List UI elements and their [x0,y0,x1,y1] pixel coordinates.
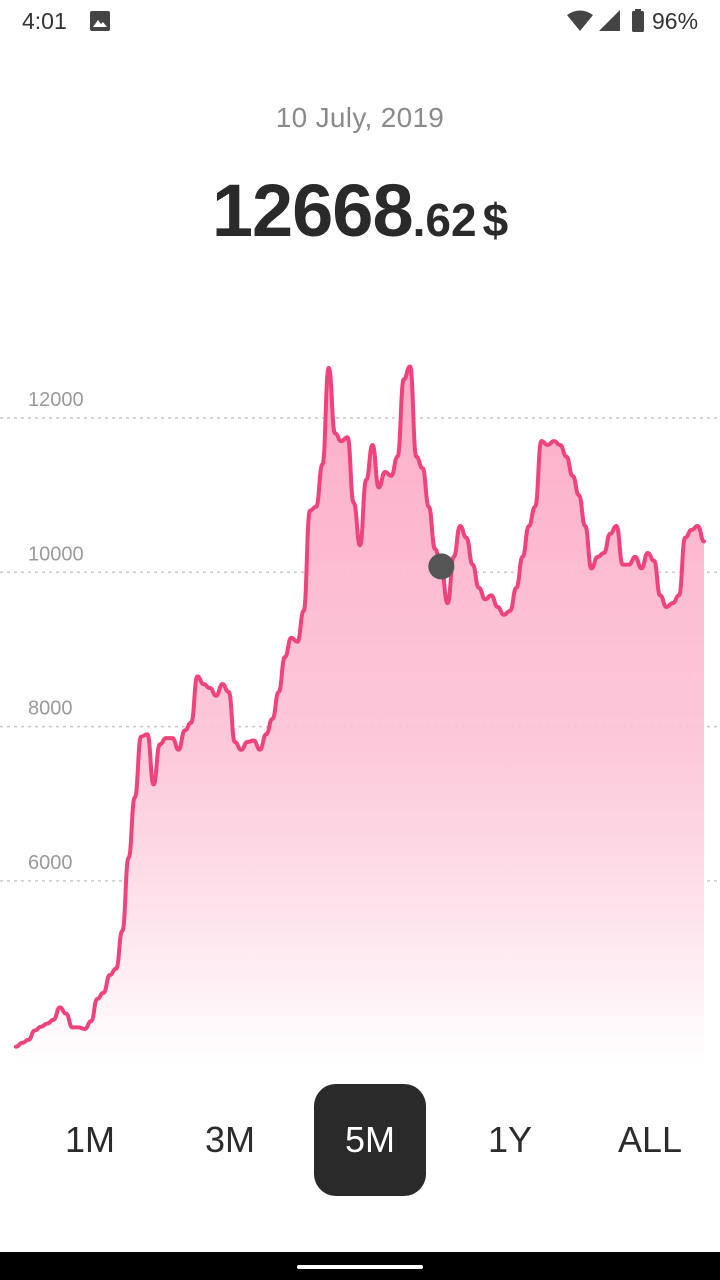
image-icon [90,11,110,31]
y-tick-label: 6000 [28,852,73,874]
price-display: 12668.62 $ [0,168,720,253]
price-line [14,364,706,1049]
navigation-bar [0,1252,720,1280]
period-selector: 1M 3M 5M 1Y ALL [0,1084,720,1196]
selected-date: 10 July, 2019 [275,102,445,133]
battery-icon [632,9,644,32]
period-5m-button[interactable]: 5M [314,1084,426,1196]
home-handle[interactable] [297,1265,423,1269]
y-tick-label: 10000 [28,543,84,565]
selected-point-marker[interactable] [428,553,455,580]
price-decimal: .62 [412,194,477,246]
signal-icon [599,10,620,31]
period-3m-button[interactable]: 3M [204,1119,255,1160]
y-tick-label: 8000 [28,698,73,720]
wifi-icon [567,10,593,31]
y-tick-label: 12000 [28,389,84,411]
period-1y-button[interactable]: 1Y [487,1119,533,1160]
price-currency: $ [482,194,509,246]
price-integer: 12668 [211,169,414,252]
status-bar: 4:01 96% [0,0,720,44]
status-time: 4:01 [22,8,67,34]
price-area-fill [16,366,704,1066]
price-chart[interactable]: 12000 10000 8000 6000 [0,330,720,1070]
battery-percent: 96% [652,8,699,34]
period-1m-button[interactable]: 1M [64,1119,115,1160]
period-all-button[interactable]: ALL [617,1119,683,1160]
